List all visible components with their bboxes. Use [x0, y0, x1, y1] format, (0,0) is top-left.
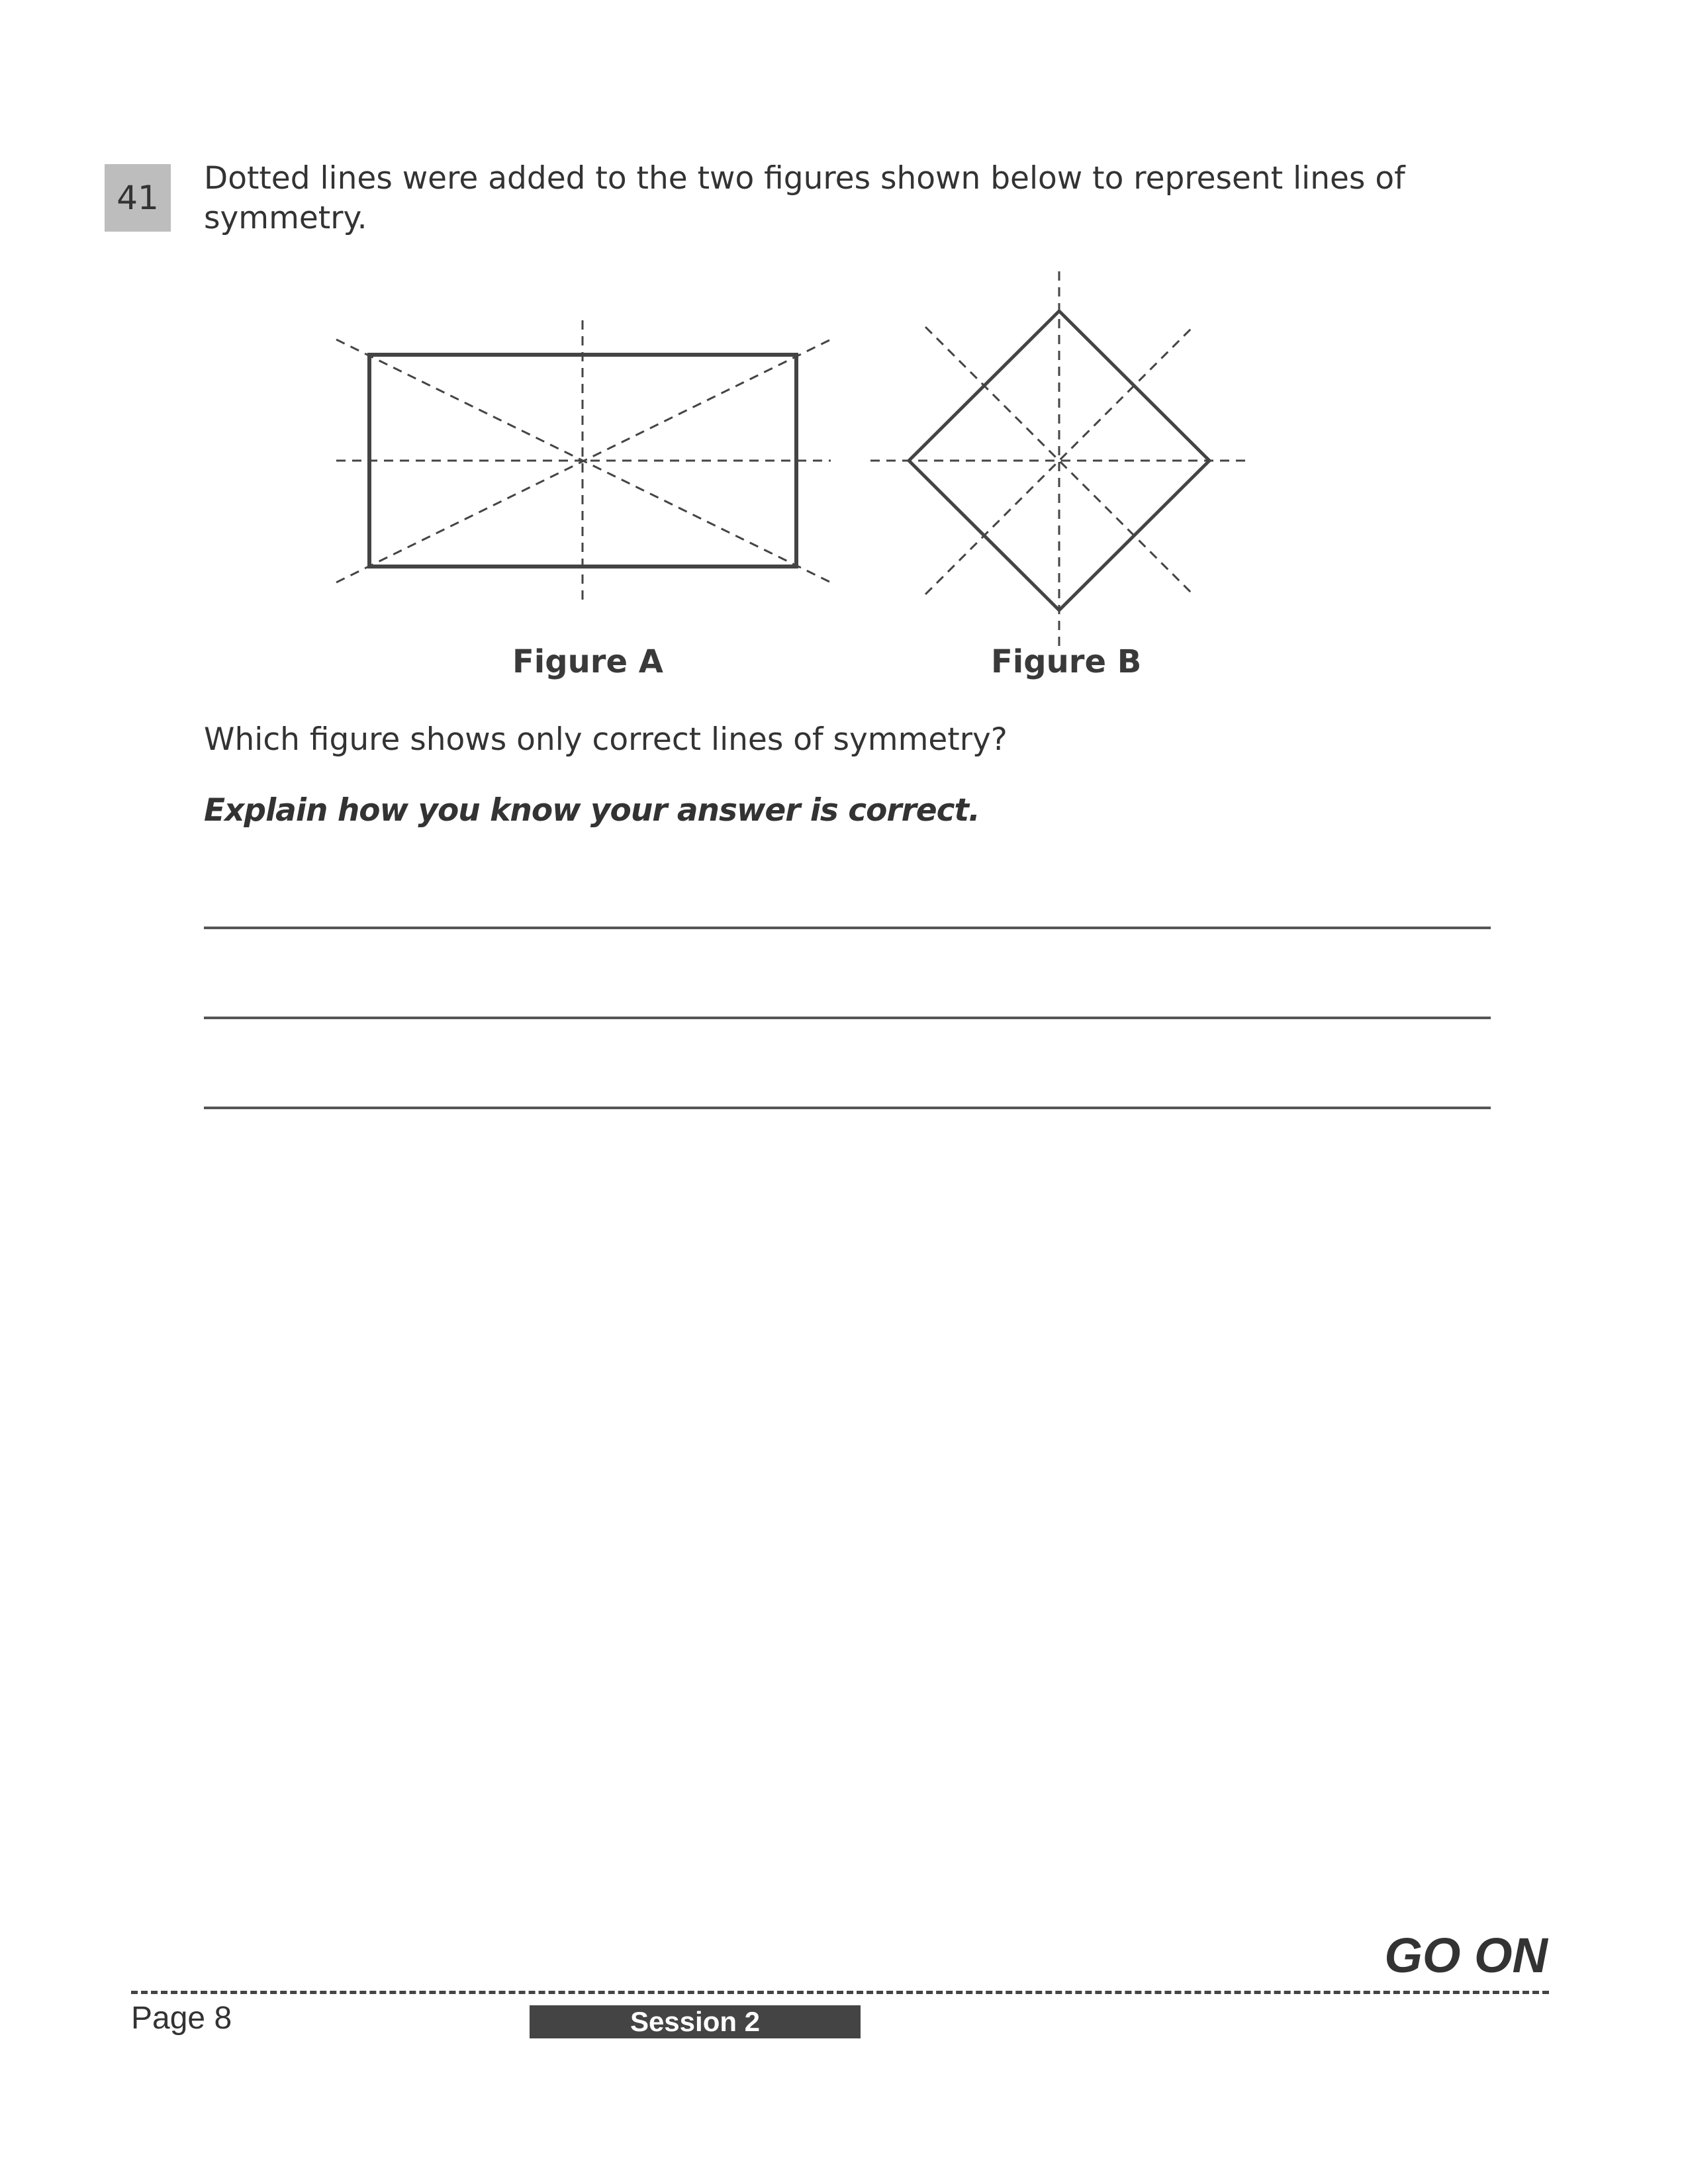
- symmetry-figures: [336, 271, 1248, 649]
- question-number-badge: 41: [105, 164, 171, 232]
- go-on-indicator: GO ON: [1384, 1928, 1548, 1983]
- page-number: Page 8: [131, 2001, 232, 2036]
- figure-b-diagram: [870, 271, 1248, 649]
- footer-divider: [131, 1991, 1549, 1994]
- answer-line-2[interactable]: [204, 1017, 1491, 1019]
- figure-a-rectangle: [367, 353, 798, 569]
- question-prompt: Which figure shows only correct lines of…: [204, 721, 1008, 758]
- figure-a-diagonal-line-2: [336, 338, 831, 584]
- figure-b-label: Figure B: [991, 643, 1142, 680]
- question-stem: Dotted lines were added to the two figur…: [204, 160, 1405, 236]
- question-number: 41: [117, 179, 159, 217]
- figure-a-diagram: [336, 320, 831, 604]
- answer-line-3[interactable]: [204, 1107, 1491, 1109]
- session-banner: Session 2: [530, 2005, 861, 2038]
- answer-line-1[interactable]: [204, 927, 1491, 929]
- question-instruction: Explain how you know your answer is corr…: [204, 792, 980, 829]
- session-label: Session 2: [630, 2006, 761, 2037]
- figure-b-square: [906, 308, 1212, 613]
- figure-a-label: Figure A: [512, 643, 663, 680]
